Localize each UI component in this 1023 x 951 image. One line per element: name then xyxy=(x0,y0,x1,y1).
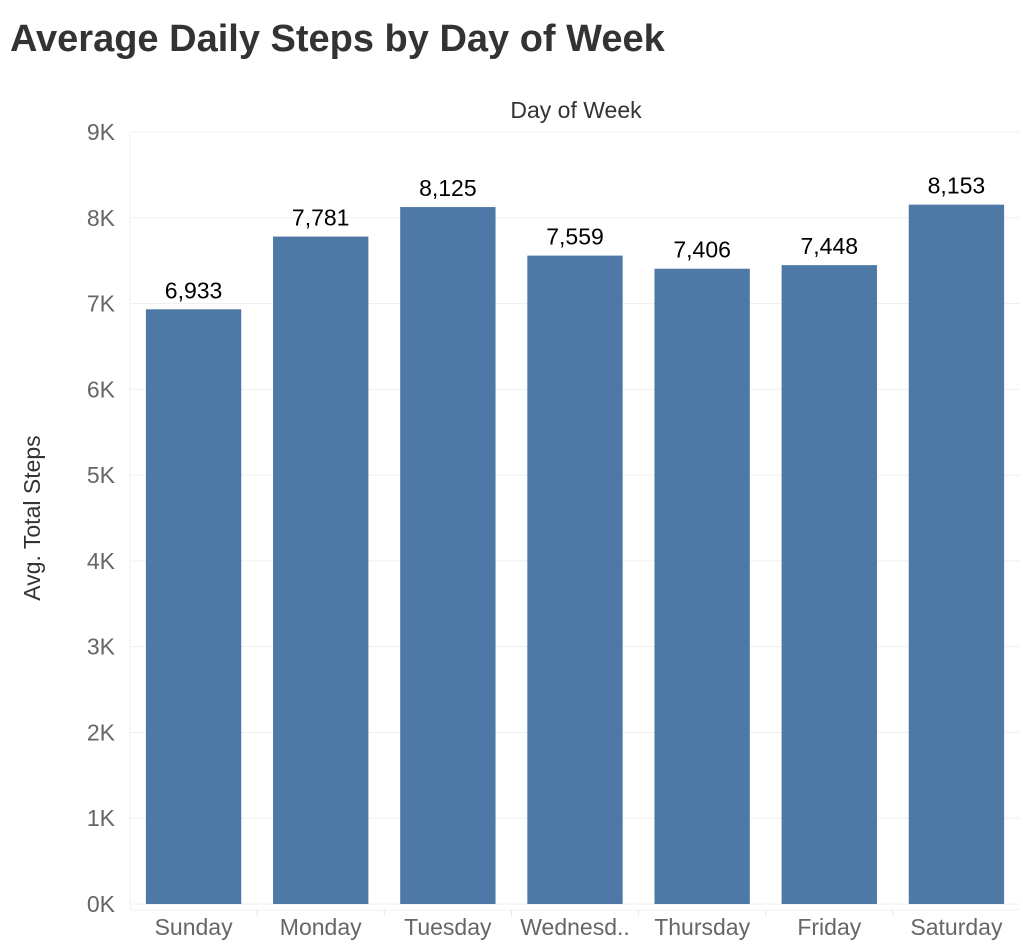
x-tick-label: Tuesday xyxy=(404,914,492,940)
bar[interactable] xyxy=(908,204,1005,904)
bar[interactable] xyxy=(145,309,242,904)
x-tick-label: Thursday xyxy=(654,914,750,940)
y-tick-label: 3K xyxy=(87,634,116,660)
data-labels: 6,933 7,781 8,125 7,559 7,406 7,448 8,153 xyxy=(165,173,985,304)
data-label: 8,125 xyxy=(419,175,477,201)
bar[interactable] xyxy=(781,265,877,905)
x-tick-label: Monday xyxy=(280,914,362,940)
x-tick-label: Sunday xyxy=(155,914,234,940)
bars xyxy=(145,204,1005,905)
y-tick-label: 9K xyxy=(87,119,116,145)
x-axis-ticks: Sunday Monday Tuesday Wednesd.. Thursday Frid… xyxy=(155,910,1003,940)
y-tick-label: 7K xyxy=(87,291,116,317)
data-label: 7,559 xyxy=(546,224,604,250)
y-tick-label: 5K xyxy=(87,462,116,488)
bar[interactable] xyxy=(527,255,623,904)
bar[interactable] xyxy=(273,236,369,904)
data-label: 6,933 xyxy=(165,277,223,303)
y-axis-ticks: 0K 1K 2K 3K 4K 5K 6K 7K 8K 9K xyxy=(87,119,116,917)
y-tick-label: 4K xyxy=(87,548,116,574)
data-label: 7,448 xyxy=(801,233,859,259)
y-tick-label: 1K xyxy=(87,805,116,831)
y-tick-label: 8K xyxy=(87,205,116,231)
data-label: 7,406 xyxy=(673,237,731,263)
data-label: 7,781 xyxy=(292,205,350,231)
y-tick-label: 2K xyxy=(87,719,116,745)
y-tick-label: 6K xyxy=(87,376,116,402)
x-tick-label: Friday xyxy=(797,914,861,940)
x-tick-label: Wednesd.. xyxy=(520,914,630,940)
chart-title: Average Daily Steps by Day of Week xyxy=(10,18,665,60)
x-axis-title: Day of Week xyxy=(510,97,642,123)
y-tick-label: 0K xyxy=(87,891,116,917)
x-tick-label: Saturday xyxy=(910,914,1003,940)
bar[interactable] xyxy=(400,207,496,905)
y-axis-title: Avg. Total Steps xyxy=(19,435,45,600)
data-label: 8,153 xyxy=(928,173,986,199)
bar[interactable] xyxy=(654,268,750,905)
